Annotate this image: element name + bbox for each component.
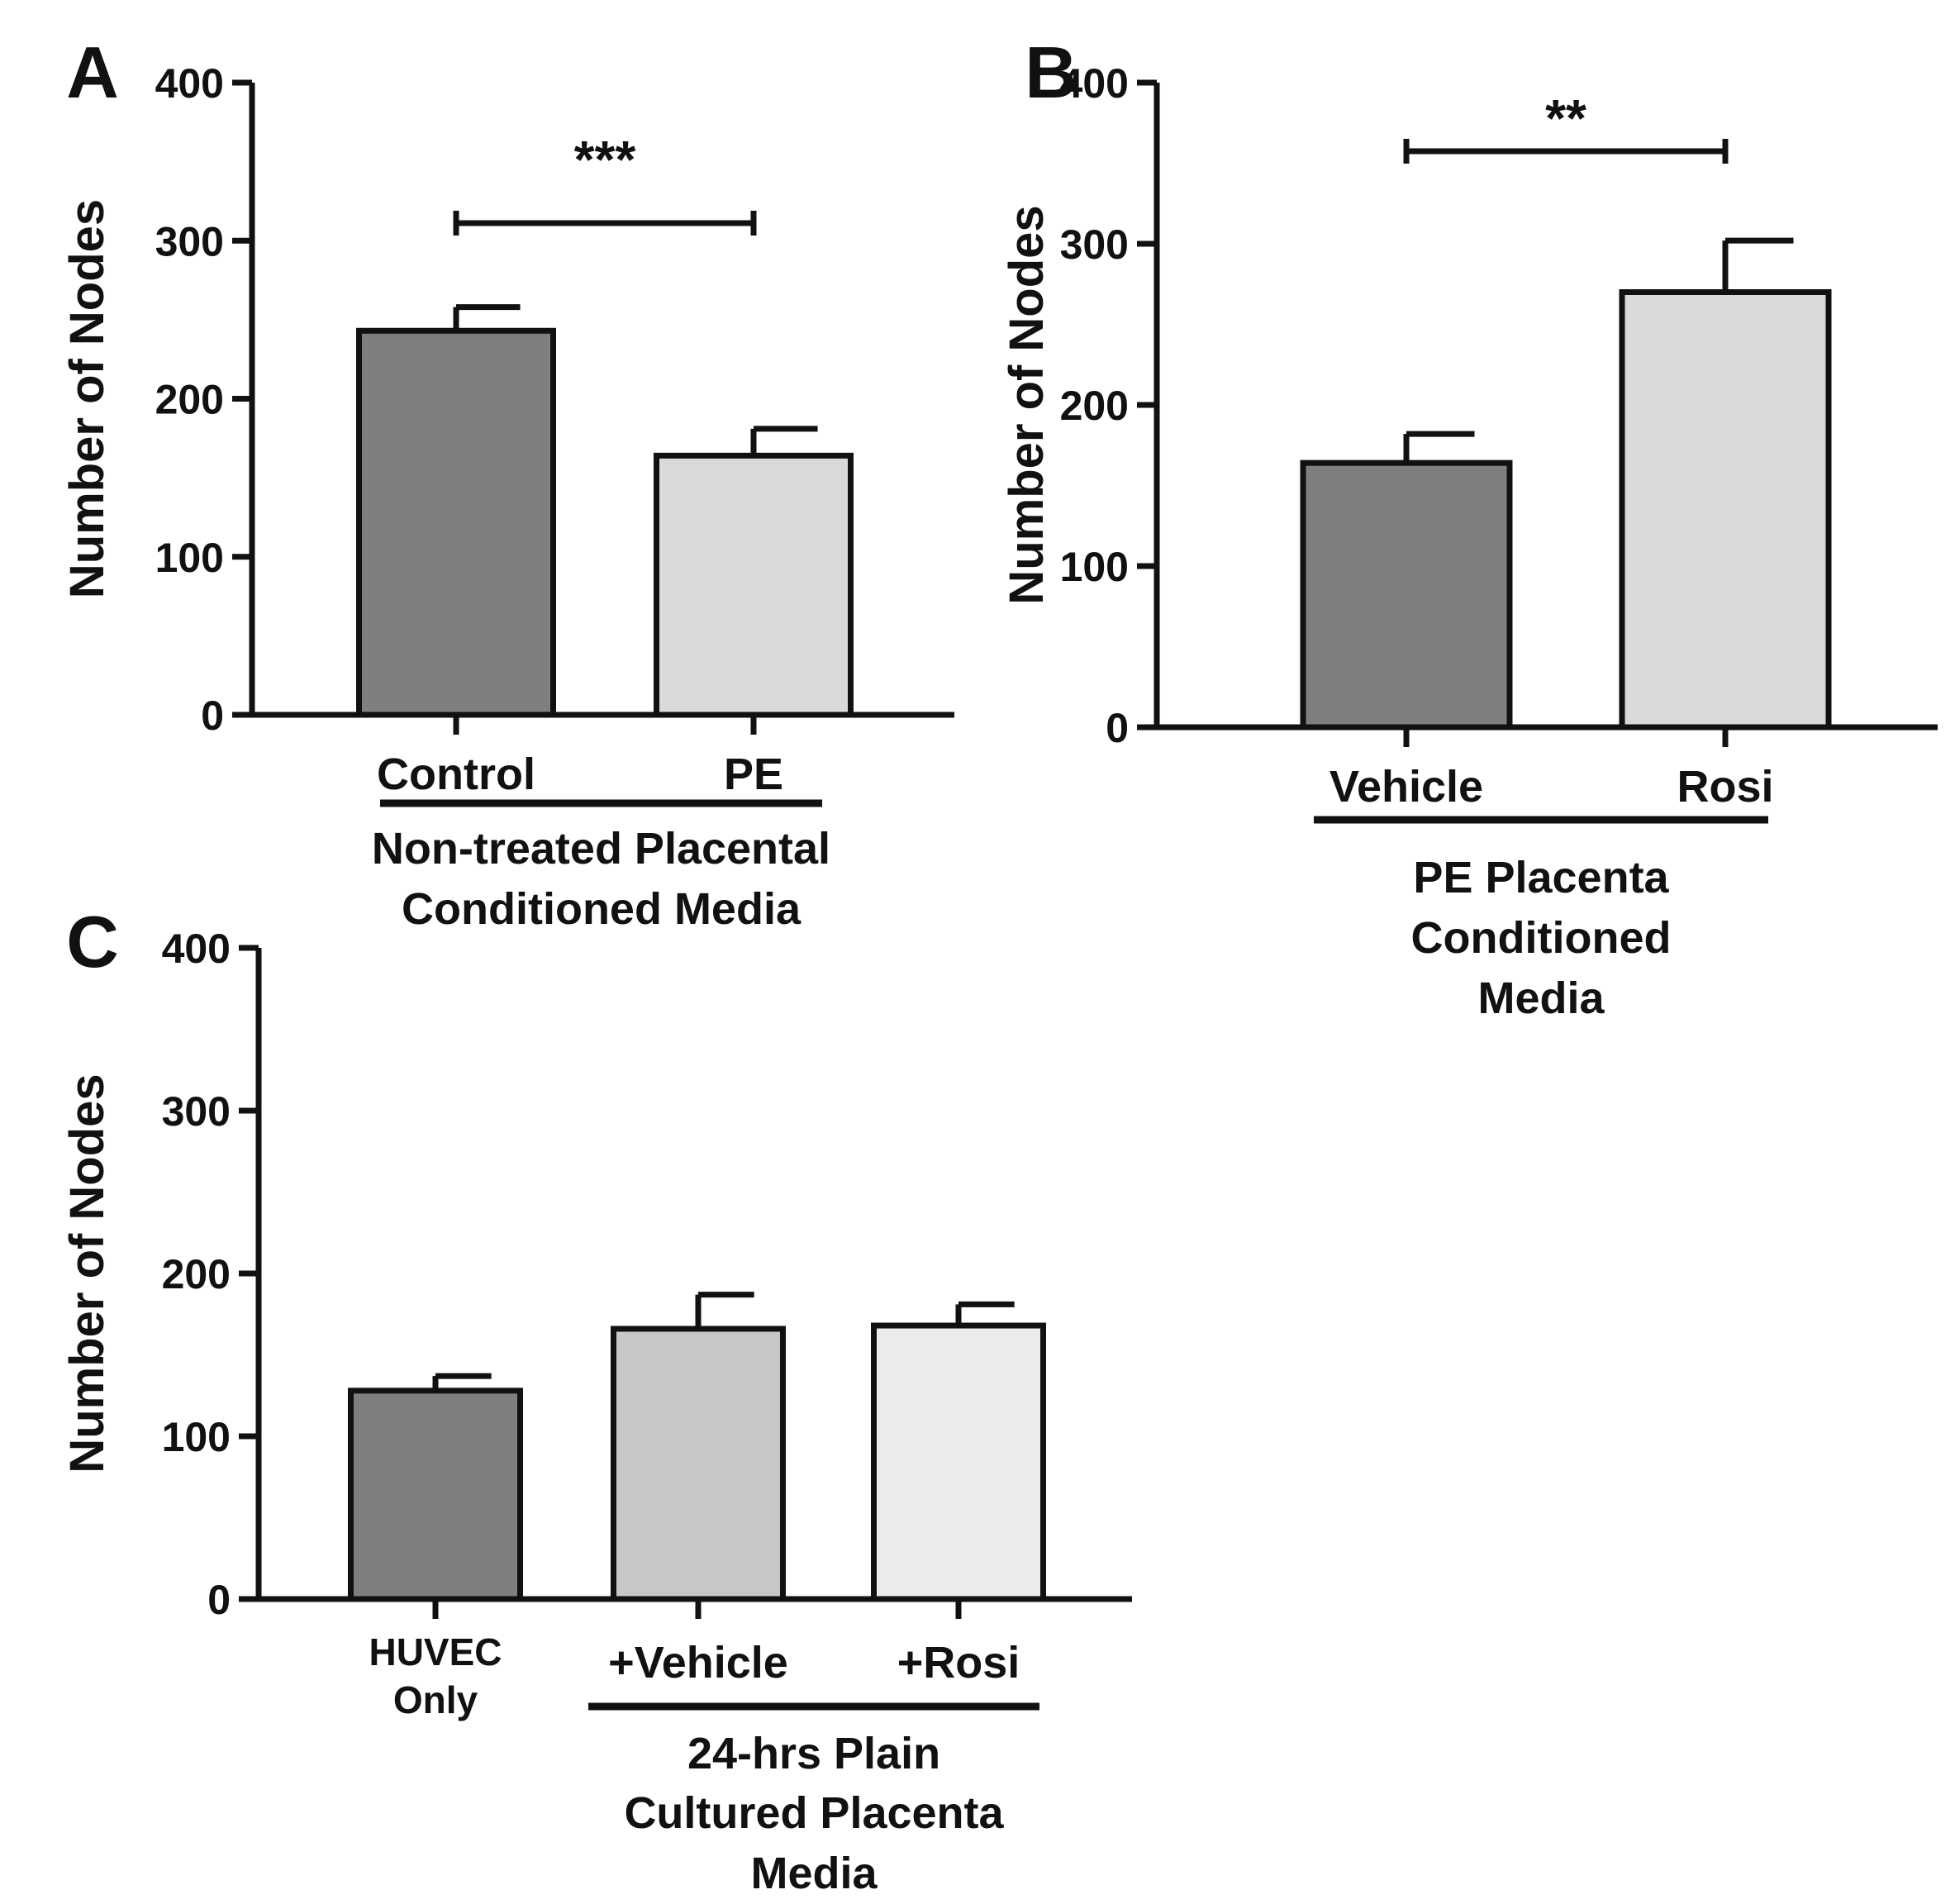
bar-control — [356, 327, 556, 718]
group-label-line: 24-hrs Plain — [687, 1729, 940, 1778]
y-tick-label: 200 — [155, 377, 224, 423]
group-label-line: Media — [1477, 973, 1605, 1023]
x-category-label: Rosi — [1677, 762, 1773, 812]
significance-stars: ** — [1545, 88, 1586, 148]
group-label-line: Non-treated Placental — [372, 824, 830, 873]
group-label-line: Conditioned Media — [402, 884, 802, 934]
y-tick-label: 200 — [1060, 383, 1129, 429]
panel-label: B — [1025, 31, 1077, 113]
panel-label: C — [66, 901, 119, 983]
panel-label: A — [66, 31, 119, 113]
group-label-line: PE Placenta — [1413, 853, 1669, 902]
y-axis-label: Number of Nodes — [60, 199, 114, 598]
y-tick-label: 0 — [207, 1577, 231, 1623]
y-tick-label: 300 — [162, 1088, 231, 1135]
y-axis-label: Number of Nodes — [1000, 205, 1054, 604]
y-tick-label: 300 — [1060, 221, 1129, 268]
significance-stars: *** — [574, 130, 636, 189]
x-category-label: +Rosi — [897, 1638, 1020, 1687]
y-tick-label: 400 — [162, 926, 231, 972]
y-tick-label: 200 — [162, 1251, 231, 1297]
x-category-label: +Vehicle — [608, 1638, 788, 1687]
x-category-label: Vehicle — [1329, 762, 1483, 812]
panel-a: A Number of Nodes 0 100 200 300 400 Control PE No… — [60, 31, 954, 934]
x-category-label: PE — [724, 750, 783, 799]
y-tick-label: 100 — [162, 1414, 231, 1460]
panel-b: B Number of Nodes 0 100 200 300 400 Vehicle Rosi… — [1000, 31, 1938, 1023]
y-tick-label: 0 — [201, 693, 224, 739]
group-label-line: Conditioned — [1411, 913, 1672, 963]
bar-huvec-only — [348, 1388, 523, 1602]
bar-rosi — [1619, 289, 1832, 731]
x-category-label: HUVEC — [369, 1630, 502, 1673]
group-label-line: Cultured Placenta — [624, 1788, 1004, 1838]
y-tick-label: 400 — [155, 60, 224, 107]
y-axis-label: Number of Nodes — [60, 1073, 114, 1473]
y-tick-label: 0 — [1106, 705, 1129, 751]
panel-c: C Number of Nodes 0 100 200 300 400 HUVEC Only +V… — [60, 901, 1132, 1898]
bar-rosi — [871, 1322, 1046, 1602]
x-category-label: Only — [393, 1678, 478, 1721]
group-label-line: Media — [750, 1849, 878, 1898]
y-tick-label: 300 — [155, 218, 224, 264]
bar-vehicle — [1300, 459, 1513, 731]
y-tick-label: 100 — [155, 535, 224, 581]
x-category-label: Control — [377, 750, 535, 799]
bar-pe — [654, 452, 854, 718]
y-tick-label: 400 — [1060, 60, 1129, 107]
bar-vehicle — [611, 1326, 786, 1602]
y-tick-label: 100 — [1060, 544, 1129, 590]
